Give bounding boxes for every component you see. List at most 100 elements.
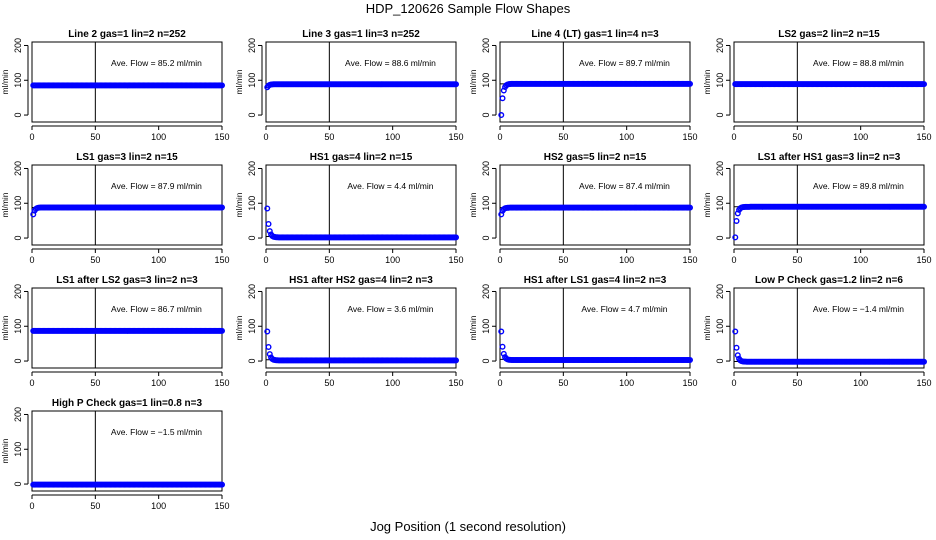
y-tick-label: 200 — [481, 161, 491, 176]
x-tick-label: 0 — [497, 132, 502, 142]
panel-title: HS2 gas=5 lin=2 n=15 — [544, 152, 647, 163]
x-tick-label: 100 — [619, 378, 634, 388]
plot-frame — [499, 287, 691, 369]
y-tick-label: 100 — [715, 73, 725, 88]
x-tick-label: 150 — [448, 378, 463, 388]
average-flow-annotation: Ave. Flow = 86.7 ml/min — [111, 304, 202, 314]
y-tick-label: 0 — [481, 236, 491, 241]
y-axis-label: ml/min — [234, 192, 244, 217]
data-point — [921, 358, 928, 365]
y-tick-label: 200 — [481, 284, 491, 299]
data-points — [264, 328, 460, 364]
data-points — [30, 481, 225, 488]
y-tick-label: 100 — [715, 319, 725, 334]
x-tick-label: 150 — [916, 255, 931, 265]
y-tick-label: 200 — [13, 38, 23, 53]
data-point — [218, 82, 225, 89]
chart-panel-13: High P Check gas=1 lin=0.8 n=3 Ave. Flow … — [0, 398, 230, 511]
x-tick-label: 50 — [90, 501, 100, 511]
data-points — [732, 203, 928, 241]
chart-panel-1: Line 2 gas=1 lin=2 n=252 Ave. Flow = 85.2… — [0, 29, 230, 142]
data-point — [218, 481, 225, 488]
chart-panel-10: HS1 after HS2 gas=4 lin=2 n=3 Ave. Flow =… — [234, 275, 464, 388]
data-points — [30, 327, 225, 334]
y-tick-label: 200 — [715, 284, 725, 299]
y-axis-label: ml/min — [702, 315, 712, 340]
x-tick-label: 0 — [263, 378, 268, 388]
y-tick-label: 100 — [13, 73, 23, 88]
y-tick-label: 0 — [13, 113, 23, 118]
data-point — [266, 228, 273, 235]
x-tick-label: 0 — [497, 255, 502, 265]
x-tick-label: 150 — [214, 378, 229, 388]
x-tick-label: 150 — [916, 378, 931, 388]
y-axis-label: ml/min — [702, 192, 712, 217]
figure-x-axis-label: Jog Position (1 second resolution) — [370, 519, 566, 534]
x-tick-label: 50 — [90, 132, 100, 142]
panel-title: Low P Check gas=1.2 lin=2 n=6 — [755, 275, 903, 286]
data-points — [732, 81, 928, 88]
data-points — [264, 205, 460, 241]
data-point — [733, 217, 740, 224]
panel-title: LS2 gas=2 lin=2 n=15 — [778, 29, 880, 40]
x-tick-label: 0 — [263, 132, 268, 142]
panel-title: HS1 after LS1 gas=4 lin=2 n=3 — [524, 275, 667, 286]
y-tick-label: 0 — [715, 113, 725, 118]
x-tick-label: 50 — [792, 132, 802, 142]
panel-title: LS1 gas=3 lin=2 n=15 — [76, 152, 178, 163]
data-points — [30, 82, 225, 89]
x-tick-label: 100 — [385, 255, 400, 265]
data-point — [921, 203, 928, 210]
x-tick-label: 50 — [558, 132, 568, 142]
x-tick-label: 150 — [682, 378, 697, 388]
y-tick-label: 100 — [13, 442, 23, 457]
average-flow-annotation: Ave. Flow = 87.4 ml/min — [579, 181, 670, 191]
data-point — [453, 357, 460, 364]
data-point — [265, 343, 272, 350]
y-tick-label: 200 — [13, 161, 23, 176]
chart-panel-7: HS2 gas=5 lin=2 n=15 Ave. Flow = 87.4 ml/… — [468, 152, 698, 265]
data-points — [732, 328, 928, 365]
data-point — [500, 350, 507, 357]
x-tick-label: 100 — [619, 132, 634, 142]
y-tick-label: 0 — [13, 359, 23, 364]
data-point — [498, 112, 505, 119]
chart-panel-8: LS1 after HS1 gas=3 lin=2 n=3 Ave. Flow =… — [702, 152, 932, 265]
x-tick-label: 100 — [151, 378, 166, 388]
x-tick-label: 50 — [792, 255, 802, 265]
y-tick-label: 100 — [715, 196, 725, 211]
x-tick-label: 0 — [29, 501, 34, 511]
x-tick-label: 0 — [29, 378, 34, 388]
average-flow-annotation: Ave. Flow = 85.2 ml/min — [111, 58, 202, 68]
y-tick-label: 100 — [247, 319, 257, 334]
average-flow-annotation: Ave. Flow = 89.8 ml/min — [813, 181, 904, 191]
chart-panel-6: HS1 gas=4 lin=2 n=15 Ave. Flow = 4.4 ml/m… — [234, 152, 464, 265]
y-tick-label: 200 — [715, 38, 725, 53]
chart-panel-12: Low P Check gas=1.2 lin=2 n=6 Ave. Flow =… — [702, 275, 932, 388]
y-tick-label: 100 — [13, 196, 23, 211]
y-axis-label: ml/min — [468, 315, 478, 340]
y-axis-label: ml/min — [0, 315, 10, 340]
y-tick-label: 100 — [247, 73, 257, 88]
data-point — [453, 234, 460, 241]
average-flow-annotation: Ave. Flow = 88.6 ml/min — [345, 58, 436, 68]
x-tick-label: 0 — [263, 255, 268, 265]
data-points — [498, 80, 694, 119]
y-tick-label: 0 — [247, 113, 257, 118]
plot-frame — [31, 41, 223, 123]
data-points — [264, 81, 460, 91]
plot-frame — [265, 287, 457, 369]
x-tick-label: 100 — [385, 132, 400, 142]
data-point — [732, 234, 739, 241]
average-flow-annotation: Ave. Flow = −1.5 ml/min — [111, 427, 202, 437]
y-tick-label: 100 — [247, 196, 257, 211]
panel-title: HS1 gas=4 lin=2 n=15 — [310, 152, 413, 163]
x-tick-label: 0 — [497, 378, 502, 388]
chart-panel-2: Line 3 gas=1 lin=3 n=252 Ave. Flow = 88.6… — [234, 29, 464, 142]
average-flow-annotation: Ave. Flow = 89.7 ml/min — [579, 58, 670, 68]
y-tick-label: 0 — [715, 236, 725, 241]
y-tick-label: 0 — [13, 482, 23, 487]
chart-panel-3: Line 4 (LT) gas=1 lin=4 n=3 Ave. Flow = 8… — [468, 29, 698, 142]
average-flow-annotation: Ave. Flow = 88.8 ml/min — [813, 58, 904, 68]
